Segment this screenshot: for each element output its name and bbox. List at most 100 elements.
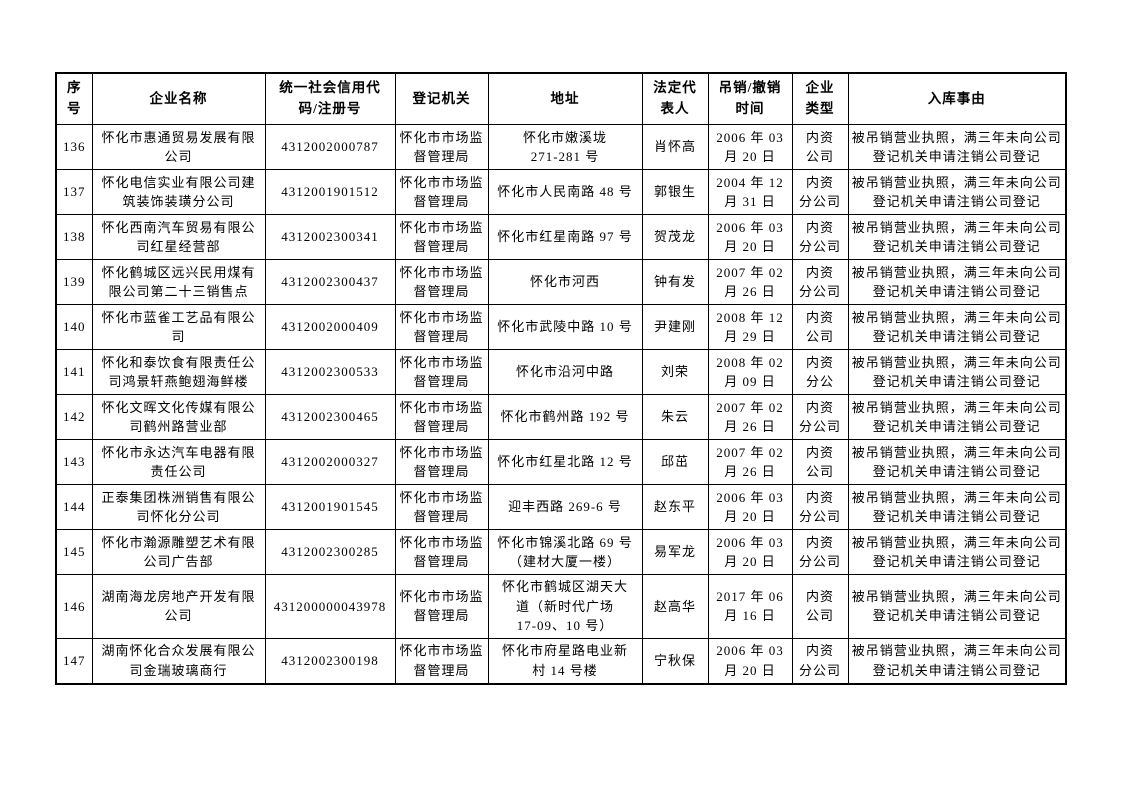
table-cell: 湖南海龙房地产开发有限 公司 [91, 574, 266, 639]
table-cell: 内资 公司 [791, 304, 849, 350]
table-cell: 易军龙 [641, 529, 709, 575]
table-cell: 湖南怀化合众发展有限公 司金瑞玻璃商行 [91, 637, 266, 684]
table-cell: 怀化文晖文化传媒有限公 司鹤州路营业部 [91, 394, 266, 440]
header-row: 序 号 企业名称 统一社会信用代 码/注册号 登记机关 地址 法定代 表人 吊销… [55, 72, 1067, 125]
table-cell: 赵东平 [641, 484, 709, 530]
table-cell: 内资 分公司 [791, 529, 849, 575]
table-cell: 怀化市市场监 督管理局 [394, 214, 489, 260]
table-cell: 2004 年 12 月 31 日 [707, 169, 793, 215]
table-cell: 赵高华 [641, 574, 709, 639]
table-cell: 怀化市市场监 督管理局 [394, 124, 489, 170]
table-cell: 2008 年 02 月 09 日 [707, 349, 793, 395]
table-cell: 4312002300341 [264, 214, 396, 260]
table-cell: 迎丰西路 269-6 号 [487, 484, 643, 530]
table-cell: 被吊销营业执照，满三年未向公司 登记机关申请注销公司登记 [847, 529, 1067, 575]
table-cell: 正泰集团株洲销售有限公 司怀化分公司 [91, 484, 266, 530]
table-row: 139 怀化鹤城区远兴民用煤有 限公司第二十三销售点 4312002300437 怀化… [55, 259, 1067, 305]
table-cell: 2007 年 02 月 26 日 [707, 394, 793, 440]
column-header-registration-authority: 登记机关 [394, 72, 489, 125]
table-cell: 141 [55, 349, 93, 395]
table-cell: 怀化市蓝雀工艺品有限公司 [91, 304, 266, 350]
table-cell: 4312002000787 [264, 124, 396, 170]
table-cell: 2006 年 03 月 20 日 [707, 484, 793, 530]
table-cell: 怀化市府星路电业新 村 14 号楼 [487, 637, 643, 684]
table-cell: 内资 分公司 [791, 394, 849, 440]
table-cell: 怀化鹤城区远兴民用煤有 限公司第二十三销售点 [91, 259, 266, 305]
table-cell: 内资 分公司 [791, 169, 849, 215]
table-cell: 431200000043978 [264, 574, 396, 639]
table-cell: 2006 年 03 月 20 日 [707, 124, 793, 170]
table-cell: 内资 公司 [791, 574, 849, 639]
table-cell: 内资 公司 [791, 439, 849, 485]
table-cell: 怀化市市场监 督管理局 [394, 349, 489, 395]
table-cell: 怀化市河西 [487, 259, 643, 305]
table-cell: 被吊销营业执照，满三年未向公司 登记机关申请注销公司登记 [847, 214, 1067, 260]
table-cell: 4312002300198 [264, 637, 396, 684]
table-body: 136 怀化市惠通贸易发展有限 公司 4312002000787 怀化市市场监 督管理… [55, 124, 1067, 684]
table-row: 145 怀化市瀚源雕塑艺术有限 公司广告部 4312002300285 怀化市市场监 … [55, 529, 1067, 575]
table-cell: 怀化市红星南路 97 号 [487, 214, 643, 260]
column-header-enterprise-type: 企业 类型 [791, 72, 849, 125]
table-cell: 144 [55, 484, 93, 530]
column-header-credit-code: 统一社会信用代 码/注册号 [264, 72, 396, 125]
table-cell: 136 [55, 124, 93, 170]
table-cell: 被吊销营业执照，满三年未向公司 登记机关申请注销公司登记 [847, 124, 1067, 170]
table-row: 144 正泰集团株洲销售有限公 司怀化分公司 4312001901545 怀化市市场监… [55, 484, 1067, 530]
table-cell: 被吊销营业执照，满三年未向公司 登记机关申请注销公司登记 [847, 574, 1067, 639]
table-cell: 143 [55, 439, 93, 485]
table-cell: 140 [55, 304, 93, 350]
table-cell: 怀化市市场监 督管理局 [394, 637, 489, 684]
table-cell: 139 [55, 259, 93, 305]
table-cell: 钟有发 [641, 259, 709, 305]
table-cell: 被吊销营业执照，满三年未向公司 登记机关申请注销公司登记 [847, 169, 1067, 215]
table-cell: 怀化电信实业有限公司建 筑装饰装璜分公司 [91, 169, 266, 215]
table-cell: 怀化市市场监 督管理局 [394, 169, 489, 215]
table-cell: 肖怀高 [641, 124, 709, 170]
table-cell: 刘荣 [641, 349, 709, 395]
table-cell: 宁秋保 [641, 637, 709, 684]
table-cell: 怀化市鹤州路 192 号 [487, 394, 643, 440]
table-cell: 怀化市市场监 督管理局 [394, 574, 489, 639]
table-cell: 2006 年 03 月 20 日 [707, 214, 793, 260]
table-cell: 怀化市市场监 督管理局 [394, 439, 489, 485]
table-cell: 内资 分公司 [791, 214, 849, 260]
table-cell: 贺茂龙 [641, 214, 709, 260]
table-cell: 被吊销营业执照，满三年未向公司 登记机关申请注销公司登记 [847, 484, 1067, 530]
table-cell: 2006 年 03 月 20 日 [707, 529, 793, 575]
table-cell: 怀化市市场监 督管理局 [394, 484, 489, 530]
table-cell: 朱云 [641, 394, 709, 440]
table-row: 146 湖南海龙房地产开发有限 公司 431200000043978 怀化市市场监 督… [55, 574, 1067, 639]
table-cell: 被吊销营业执照，满三年未向公司 登记机关申请注销公司登记 [847, 259, 1067, 305]
table-cell: 怀化市武陵中路 10 号 [487, 304, 643, 350]
table-cell: 被吊销营业执照，满三年未向公司 登记机关申请注销公司登记 [847, 394, 1067, 440]
table-row: 143 怀化市永达汽车电器有限 责任公司 4312002000327 怀化市市场监 督… [55, 439, 1067, 485]
table-cell: 147 [55, 637, 93, 684]
table-cell: 怀化市瀚源雕塑艺术有限 公司广告部 [91, 529, 266, 575]
table-cell: 怀化市永达汽车电器有限 责任公司 [91, 439, 266, 485]
table-cell: 内资 分公司 [791, 259, 849, 305]
revoked-companies-table-container: 序 号 企业名称 统一社会信用代 码/注册号 登记机关 地址 法定代 表人 吊销… [55, 72, 1067, 685]
table-cell: 137 [55, 169, 93, 215]
table-cell: 怀化市嫩溪垅 271-281 号 [487, 124, 643, 170]
table-cell: 内资 分公司 [791, 484, 849, 530]
table-cell: 怀化市沿河中路 [487, 349, 643, 395]
table-cell: 怀化市锦溪北路 69 号 （建材大厦一楼） [487, 529, 643, 575]
table-row: 140 怀化市蓝雀工艺品有限公司 4312002000409 怀化市市场监 督管理局怀… [55, 304, 1067, 350]
table-cell: 138 [55, 214, 93, 260]
table-cell: 4312001901512 [264, 169, 396, 215]
table-cell: 怀化市市场监 督管理局 [394, 259, 489, 305]
table-cell: 内资 分公 [791, 349, 849, 395]
table-cell: 2007 年 02 月 26 日 [707, 439, 793, 485]
table-cell: 4312002000327 [264, 439, 396, 485]
table-cell: 2006 年 03 月 20 日 [707, 637, 793, 684]
table-cell: 怀化市惠通贸易发展有限 公司 [91, 124, 266, 170]
column-header-address: 地址 [487, 72, 643, 125]
table-cell: 4312002300437 [264, 259, 396, 305]
column-header-revocation-time: 吊销/撤销 时间 [707, 72, 793, 125]
table-cell: 怀化市市场监 督管理局 [394, 529, 489, 575]
table-row: 147 湖南怀化合众发展有限公 司金瑞玻璃商行 4312002300198 怀化市市场… [55, 637, 1067, 684]
table-header: 序 号 企业名称 统一社会信用代 码/注册号 登记机关 地址 法定代 表人 吊销… [55, 72, 1067, 125]
table-cell: 4312002300533 [264, 349, 396, 395]
table-cell: 被吊销营业执照，满三年未向公司 登记机关申请注销公司登记 [847, 637, 1067, 684]
column-header-company-name: 企业名称 [91, 72, 266, 125]
